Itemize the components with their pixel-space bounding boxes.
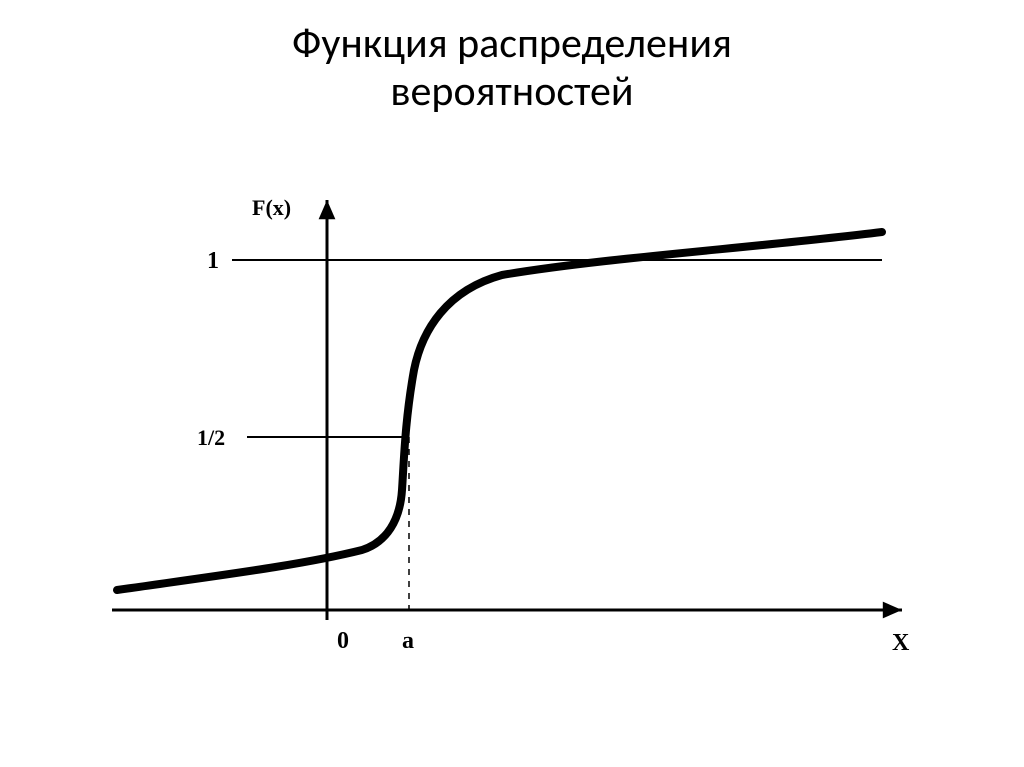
label-origin: 0 [337,628,349,654]
label-fx: F(x) [252,195,291,220]
label-x: X [892,630,910,656]
label-one: 1 [207,248,219,274]
slide-title: Функция распределения вероятностей [0,20,1024,117]
label-half: 1/2 [197,425,225,450]
title-line-2: вероятностей [390,66,633,117]
title-line-1: Функция распределения [292,18,732,69]
slide: Функция распределения вероятностей F(x) X… [0,0,1024,767]
chart-svg: F(x) X 0 a 1 1/2 [102,170,922,670]
label-a: a [402,628,414,654]
cdf-chart: F(x) X 0 a 1 1/2 [102,170,922,670]
